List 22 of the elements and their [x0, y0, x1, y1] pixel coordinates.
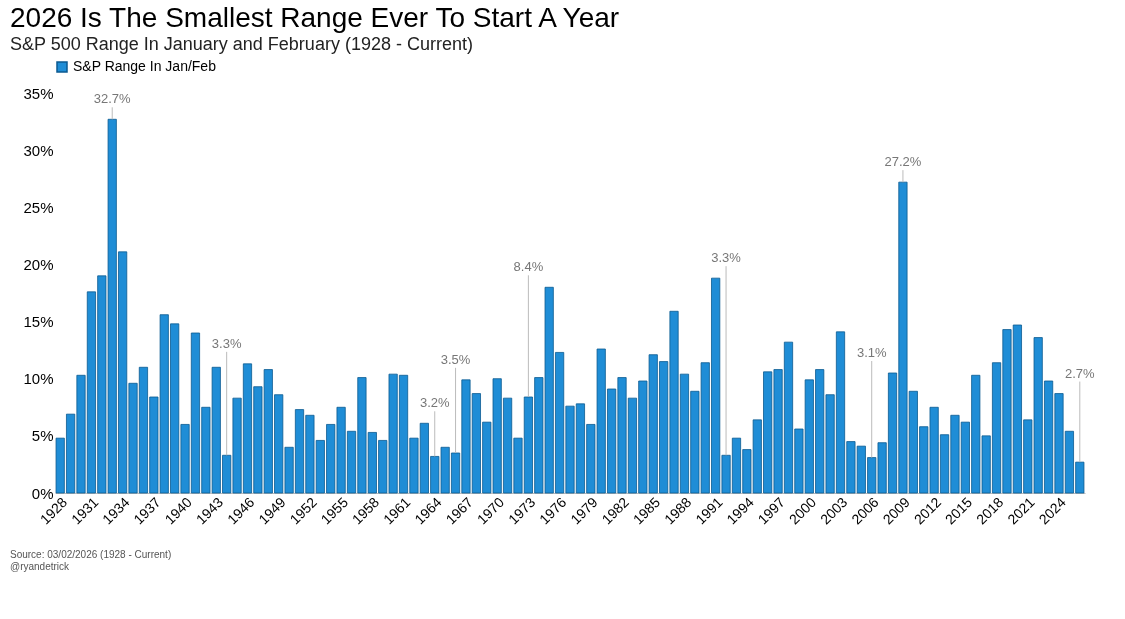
chart-title: 2026 Is The Smallest Range Ever To Start A Year — [10, 2, 620, 33]
y-tick-label: 0% — [31, 484, 54, 502]
text: @ryandetrick — [10, 561, 71, 572]
data-label: 3.3% — [711, 250, 742, 266]
y-tick-label: 20% — [23, 255, 54, 273]
y-tick-label: 25% — [23, 198, 54, 216]
data-label: 32.7% — [93, 91, 132, 107]
y-tick-label: 30% — [23, 141, 54, 159]
data-label: 8.4% — [513, 259, 544, 275]
data-label: 3.1% — [856, 345, 887, 360]
chart-subtitle: S&P 500 Range In January and February (1928 - Current) — [10, 34, 473, 54]
legend-label: S&P Range In Jan/Feb — [73, 58, 217, 74]
y-tick-label: 10% — [23, 370, 54, 388]
y-tick-label: 15% — [23, 313, 54, 331]
source-note: Source: 03/02/2026 (1928 - Current) — [10, 549, 172, 560]
data-label: 3.3% — [211, 335, 242, 351]
y-tick-label: 35% — [23, 84, 54, 102]
data-label: 2.7% — [1064, 365, 1096, 381]
data-label: 3.2% — [419, 395, 450, 411]
data-label: 27.2% — [884, 154, 922, 170]
data-label: 3.5% — [440, 351, 471, 367]
y-tick-label: 5% — [31, 427, 54, 445]
